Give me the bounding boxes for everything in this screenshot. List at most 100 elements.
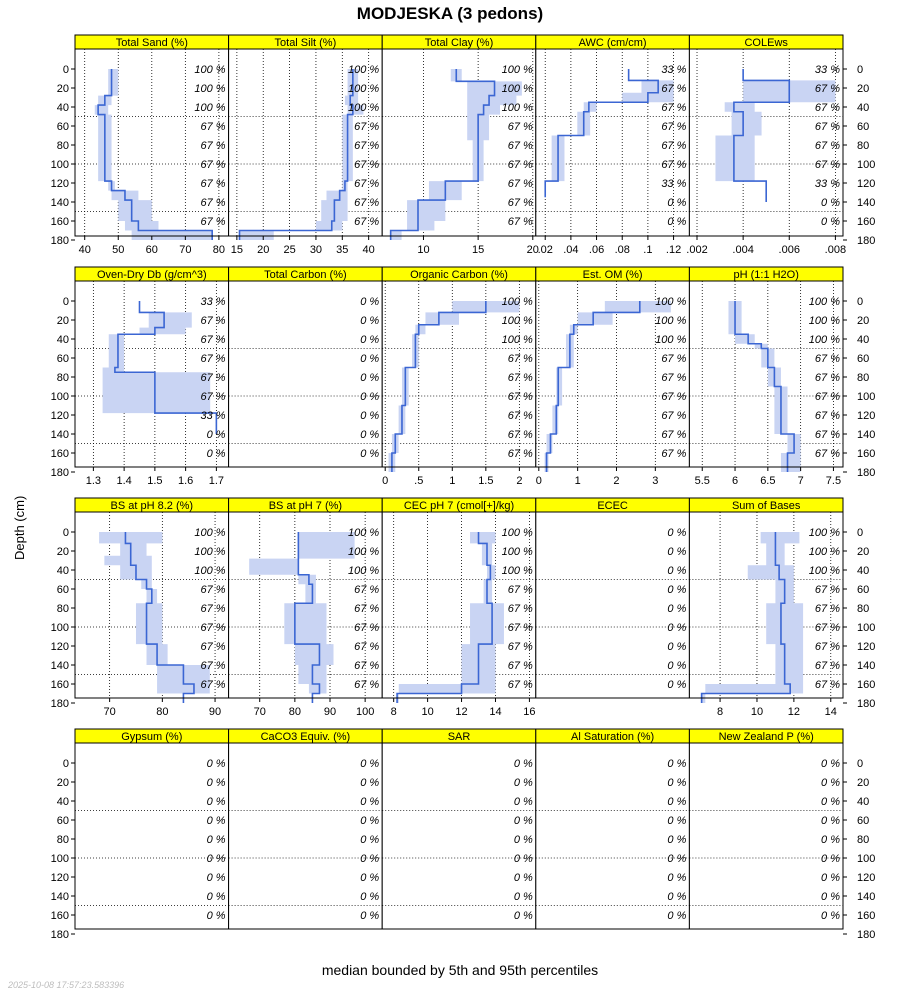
- depth-tick-label-right: 40: [857, 102, 869, 114]
- contribution-label: 0 %: [667, 641, 686, 653]
- panel-cec-ph-7-cmol-kg: 100 % 100 % 100 % 67 % 67 % 67 % 67 % 67 % 67 % C…: [381, 497, 537, 718]
- depth-tick-label-left: 180: [51, 467, 69, 479]
- x-tick-label: 2: [613, 475, 619, 487]
- depth-tick-label-left: 160: [51, 216, 69, 228]
- contribution-label: 67 %: [508, 584, 533, 596]
- contribution-label: 67 %: [815, 429, 840, 441]
- contribution-label: 67 %: [661, 372, 686, 384]
- contribution-label: 33 %: [201, 410, 226, 422]
- contribution-label: 0 %: [667, 660, 686, 672]
- contribution-label: 0 %: [207, 834, 226, 846]
- contribution-label: 100 %: [655, 334, 686, 346]
- percentile-band: [102, 301, 217, 434]
- median-line: [700, 532, 791, 703]
- panel-sum-of-bases: 100 % 100 % 100 % 67 % 67 % 67 % 67 % 67 % 67 % S…: [688, 497, 844, 718]
- depth-tick-label-right: 180: [857, 467, 875, 479]
- contribution-label: 67 %: [354, 660, 379, 672]
- median-line: [294, 532, 321, 703]
- percentile-band: [94, 69, 213, 240]
- panel-border: [688, 280, 844, 468]
- contribution-label: 67 %: [815, 353, 840, 365]
- contribution-label: 0 %: [207, 891, 226, 903]
- depth-tick-label-left: 0: [63, 758, 69, 770]
- contribution-label: 100 %: [502, 83, 533, 95]
- percentile-band: [728, 301, 801, 472]
- depth-tick-label-right: 140: [857, 429, 875, 441]
- x-tick-label: 10: [417, 244, 429, 256]
- depth-tick-label-left: 80: [57, 372, 69, 384]
- depth-tick-label-left: 180: [51, 929, 69, 941]
- x-tick-label: 70: [254, 706, 266, 718]
- contribution-label: 0 %: [207, 815, 226, 827]
- panel-background: [75, 743, 229, 929]
- depth-tick-label-right: 0: [857, 758, 863, 770]
- contribution-label: 67 %: [508, 429, 533, 441]
- contribution-label: 0 %: [360, 334, 379, 346]
- median-line: [391, 301, 487, 472]
- panel-title: SAR: [448, 731, 471, 743]
- contribution-label: 0 %: [514, 910, 533, 922]
- contribution-label: 0 %: [207, 448, 226, 460]
- contribution-label: 0 %: [360, 372, 379, 384]
- x-tick-label: .04: [563, 244, 578, 256]
- contribution-label: 67 %: [508, 197, 533, 209]
- contribution-label: 0 %: [667, 758, 686, 770]
- contribution-label: 67 %: [201, 159, 226, 171]
- depth-tick-label-right: 140: [857, 660, 875, 672]
- contribution-label: 67 %: [354, 140, 379, 152]
- depth-tick-label-right: 100: [857, 159, 875, 171]
- contribution-label: 67 %: [508, 622, 533, 634]
- contribution-label: 0 %: [360, 796, 379, 808]
- contribution-label: 67 %: [354, 603, 379, 615]
- x-tick-label: 1.5: [147, 475, 162, 487]
- panel-title: CEC pH 7 (cmol[+]/kg): [404, 500, 514, 512]
- panel-border: [688, 48, 844, 237]
- depth-tick-label-right: 60: [857, 584, 869, 596]
- panel-title: Total Clay (%): [425, 37, 493, 49]
- contribution-label: 33 %: [815, 178, 840, 190]
- panel-title: Gypsum (%): [121, 731, 182, 743]
- x-tick-label: .02: [538, 244, 553, 256]
- x-tick-label: 5.5: [695, 475, 710, 487]
- contribution-label: 0 %: [360, 853, 379, 865]
- contribution-label: 67 %: [354, 216, 379, 228]
- contribution-label: 0 %: [821, 777, 840, 789]
- contribution-label: 67 %: [354, 641, 379, 653]
- x-tick-label: 60: [146, 244, 158, 256]
- contribution-label: 67 %: [508, 353, 533, 365]
- x-tick-label: 3: [652, 475, 658, 487]
- contribution-label: 0 %: [667, 546, 686, 558]
- depth-tick-label-left: 140: [51, 429, 69, 441]
- depth-tick-label-right: 40: [857, 796, 869, 808]
- contribution-label: 67 %: [661, 410, 686, 422]
- depth-tick-label-left: 120: [51, 178, 69, 190]
- contribution-label: 0 %: [667, 584, 686, 596]
- panel-title: BS at pH 7 (%): [269, 500, 342, 512]
- depth-tick-label-right: 160: [857, 448, 875, 460]
- panel-title: Oven-Dry Db (g/cm^3): [97, 269, 207, 281]
- contribution-label: 67 %: [354, 584, 379, 596]
- contribution-label: 100 %: [502, 527, 533, 539]
- panel-ecec: 0 % 0 % 0 % 0 % 0 % 0 % 0 % 0 % 0 % ECEC: [535, 497, 690, 699]
- panel-title: Al Saturation (%): [571, 731, 654, 743]
- contribution-label: 0 %: [514, 872, 533, 884]
- x-tick-label: 1.3: [86, 475, 101, 487]
- contribution-label: 100 %: [348, 527, 379, 539]
- contribution-label: 67 %: [201, 353, 226, 365]
- contribution-label: 0 %: [360, 891, 379, 903]
- depth-tick-label-left: 60: [57, 121, 69, 133]
- contribution-label: 0 %: [360, 910, 379, 922]
- contribution-label: 67 %: [508, 410, 533, 422]
- depth-tick-label-right: 160: [857, 910, 875, 922]
- contribution-label: 0 %: [360, 834, 379, 846]
- contribution-label: 0 %: [667, 796, 686, 808]
- contribution-label: 0 %: [667, 777, 686, 789]
- median-line: [389, 69, 496, 240]
- panel-colews: 33 % 67 % 67 % 67 % 67 % 67 % 33 % 0 % 0 % COLEws…: [686, 34, 846, 256]
- x-tick-label: 8: [391, 706, 397, 718]
- depth-tick-label-left: 80: [57, 603, 69, 615]
- contribution-label: 33 %: [815, 64, 840, 76]
- x-tick-label: 40: [79, 244, 91, 256]
- contribution-label: 0 %: [360, 872, 379, 884]
- x-tick-label: 1: [449, 475, 455, 487]
